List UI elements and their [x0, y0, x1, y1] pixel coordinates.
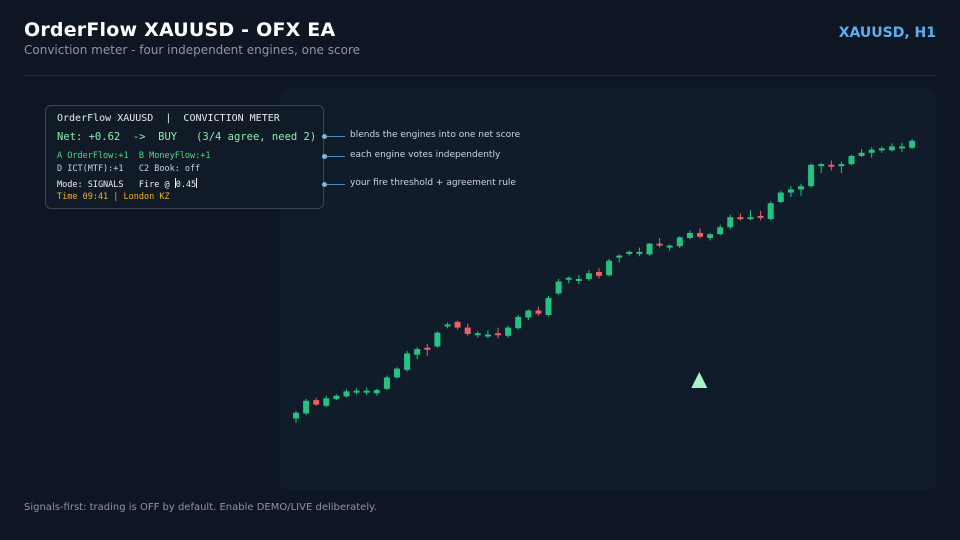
candle-bull [848, 155, 855, 165]
text-cursor [174, 178, 176, 188]
candle-bull [838, 164, 845, 167]
meter-mode-label: Mode: SIGNALS Fire @ [57, 180, 175, 190]
candle-bull [727, 217, 734, 228]
meter-title: OrderFlow XAUUSD | CONVICTION METER [57, 113, 280, 124]
candle-bear [828, 164, 835, 167]
candle-bear [464, 327, 471, 334]
candle-bull [333, 395, 340, 399]
annotation-dot [322, 182, 327, 187]
meter-engines-row-1: A OrderFlow:+1 B MoneyFlow:+1 [57, 151, 211, 161]
candle-bull [899, 146, 905, 149]
candle-bull [888, 146, 895, 151]
candlestick-chart[interactable] [280, 88, 936, 490]
fire-threshold-input[interactable]: 0.45 [175, 180, 197, 190]
buy-signal-arrow-icon [691, 372, 708, 388]
candle-bear [656, 243, 663, 246]
candle-bull [525, 310, 532, 318]
annotation-dot [322, 154, 327, 159]
candle-bull [868, 149, 875, 153]
candle-bull [858, 152, 865, 156]
candle-bull [646, 243, 653, 255]
symbol-timeframe-badge: XAUUSD, H1 [838, 25, 936, 41]
candle-bull [394, 368, 400, 378]
candle-bull [808, 164, 815, 187]
annotation-connector [325, 184, 345, 185]
candle-bull [666, 245, 673, 248]
candle-bear [454, 321, 461, 328]
candle-bull [515, 316, 522, 329]
page-title: OrderFlow XAUUSD - OFX EA [24, 19, 336, 41]
header-divider [24, 75, 936, 76]
candle-bear [757, 215, 764, 218]
candle-bull [363, 390, 370, 393]
meter-mode-row: Mode: SIGNALS Fire @ 0.45 [57, 178, 198, 190]
annotation-connector [325, 156, 345, 157]
candle-bull [484, 334, 491, 337]
candle-bull [585, 273, 592, 279]
annotation-connector [325, 136, 345, 137]
footer-note: Signals-first: trading is OFF by default… [24, 502, 377, 513]
candle-bull [353, 390, 360, 393]
candle-bull [343, 391, 350, 397]
candle-bull [777, 192, 784, 203]
candle-bear [596, 272, 602, 276]
candle-bull [676, 237, 683, 247]
candle-bull [909, 140, 916, 148]
candle-bear [424, 347, 431, 350]
candle-bull [303, 400, 310, 414]
candle-bull [767, 203, 774, 220]
candle-bull [444, 324, 451, 327]
candle-bull [686, 232, 693, 238]
candle-bear [495, 333, 501, 336]
candle-bull [545, 297, 552, 315]
candle-bull [474, 333, 481, 336]
candle-bull [555, 281, 562, 294]
candle-bull [404, 353, 411, 370]
candle-bull [717, 227, 724, 235]
annotation-dot [322, 134, 327, 139]
candle-bull [798, 186, 804, 190]
meter-session-time: Time 09:41 | London KZ [57, 192, 170, 202]
candle-bull [293, 412, 299, 419]
candle-bull [414, 349, 421, 355]
candle-bull [747, 217, 754, 220]
candle-bull [707, 234, 714, 238]
candle-bull [818, 164, 825, 167]
candle-bear [697, 232, 703, 237]
candle-bull [323, 398, 330, 406]
candle-bull [373, 390, 380, 394]
candle-bull [565, 277, 572, 280]
candle-bear [535, 310, 542, 314]
text-cursor [196, 178, 198, 188]
candle-bull [636, 251, 643, 254]
meter-engines-row-2: D ICT(MTF):+1 C2 Book: off [57, 164, 201, 174]
candle-bull [616, 255, 623, 258]
candle-bull [383, 377, 390, 389]
candle-bull [575, 278, 582, 281]
candle-bull [505, 327, 512, 336]
candle-bull [434, 332, 441, 347]
candle-bull [626, 251, 633, 254]
candle-bull [606, 260, 613, 276]
annotation-net-score: blends the engines into one net score [350, 130, 521, 140]
annotation-engines: each engine votes independently [350, 150, 501, 160]
price-chart-panel[interactable] [280, 88, 936, 490]
conviction-meter-panel: OrderFlow XAUUSD | CONVICTION METER Net:… [45, 105, 324, 209]
candle-bear [737, 217, 744, 220]
page-subtitle: Conviction meter - four independent engi… [24, 43, 360, 57]
candle-bull [878, 148, 885, 151]
candle-bull [787, 189, 794, 193]
candle-bear [313, 400, 320, 405]
meter-net-score: Net: +0.62 -> BUY (3/4 agree, need 2) [57, 131, 317, 143]
annotation-fire-threshold: your fire threshold + agreement rule [350, 178, 516, 188]
